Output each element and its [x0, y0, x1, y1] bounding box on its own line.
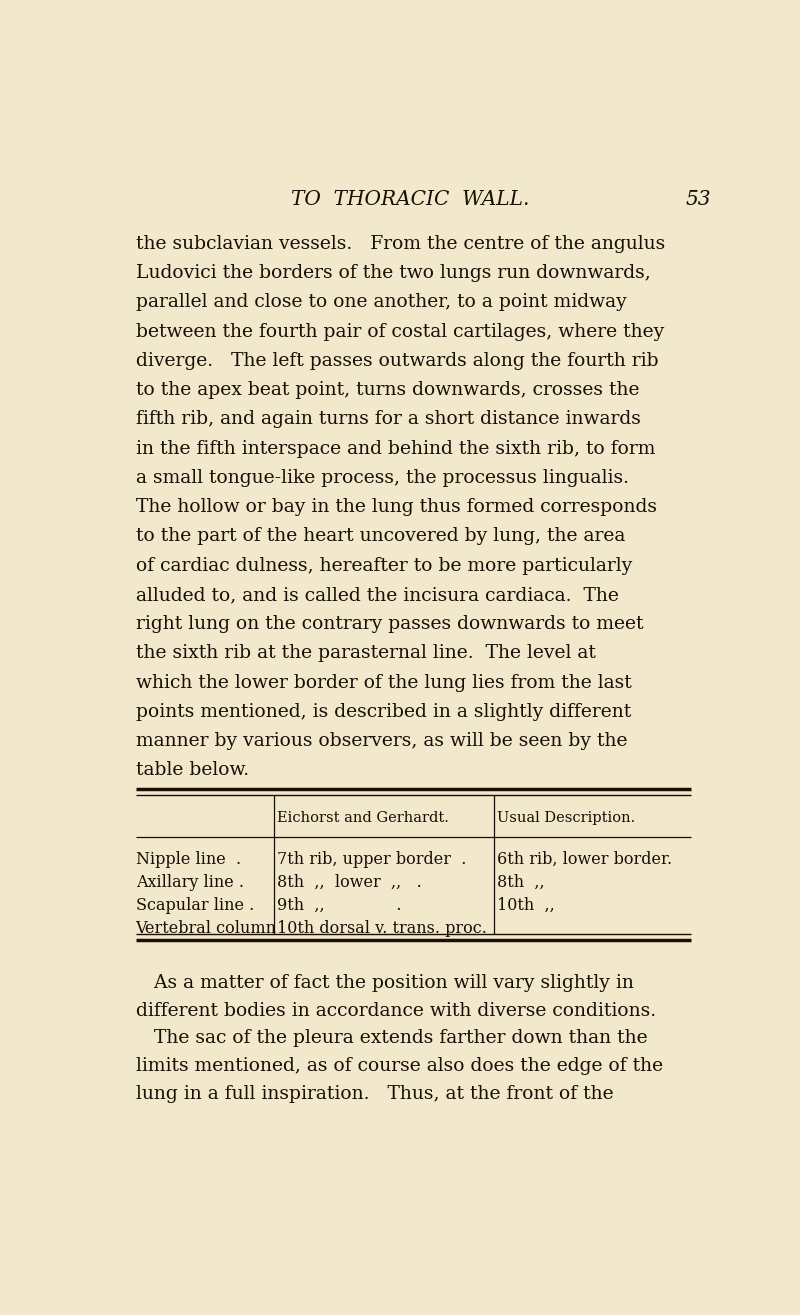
Text: limits mentioned, as of course also does the edge of the: limits mentioned, as of course also does…: [136, 1057, 662, 1076]
Text: lung in a full inspiration.   Thus, at the front of the: lung in a full inspiration. Thus, at the…: [136, 1085, 614, 1103]
Text: fifth rib, and again turns for a short distance inwards: fifth rib, and again turns for a short d…: [136, 410, 641, 429]
Text: 8th  ,,: 8th ,,: [497, 874, 545, 890]
Text: As a matter of fact the position will vary slightly in: As a matter of fact the position will va…: [136, 974, 634, 992]
Text: The hollow or bay in the lung thus formed corresponds: The hollow or bay in the lung thus forme…: [136, 498, 657, 517]
Text: alluded to, and is called the incisura cardiaca.  The: alluded to, and is called the incisura c…: [136, 586, 618, 604]
Text: Usual Description.: Usual Description.: [497, 811, 635, 825]
Text: in the fifth interspace and behind the sixth rib, to form: in the fifth interspace and behind the s…: [136, 439, 655, 458]
Text: Vertebral column: Vertebral column: [136, 920, 277, 938]
Text: manner by various observers, as will be seen by the: manner by various observers, as will be …: [136, 732, 627, 751]
Text: parallel and close to one another, to a point midway: parallel and close to one another, to a …: [136, 293, 626, 312]
Text: to the apex beat point, turns downwards, crosses the: to the apex beat point, turns downwards,…: [136, 381, 639, 398]
Text: 7th rib, upper border  .: 7th rib, upper border .: [278, 851, 467, 868]
Text: between the fourth pair of costal cartilages, where they: between the fourth pair of costal cartil…: [136, 322, 664, 341]
Text: 8th  ,,  lower  ,,   .: 8th ,, lower ,, .: [278, 874, 422, 890]
Text: 9th  ,,              .: 9th ,, .: [278, 897, 402, 914]
Text: diverge.   The left passes outwards along the fourth rib: diverge. The left passes outwards along …: [136, 352, 658, 370]
Text: 53: 53: [685, 191, 710, 209]
Text: Ludovici the borders of the two lungs run downwards,: Ludovici the borders of the two lungs ru…: [136, 264, 650, 281]
Text: Axillary line .: Axillary line .: [136, 874, 244, 890]
Text: 10th  ,,: 10th ,,: [497, 897, 554, 914]
Text: TO  THORACIC  WALL.: TO THORACIC WALL.: [291, 191, 529, 209]
Text: Nipple line  .: Nipple line .: [136, 851, 241, 868]
Text: the sixth rib at the parasternal line.  The level at: the sixth rib at the parasternal line. T…: [136, 644, 595, 663]
Text: right lung on the contrary passes downwards to meet: right lung on the contrary passes downwa…: [136, 615, 643, 634]
Text: Eichorst and Gerhardt.: Eichorst and Gerhardt.: [278, 811, 450, 825]
Text: The sac of the pleura extends farther down than the: The sac of the pleura extends farther do…: [136, 1030, 647, 1048]
Text: points mentioned, is described in a slightly different: points mentioned, is described in a slig…: [136, 704, 631, 721]
Text: the subclavian vessels.   From the centre of the angulus: the subclavian vessels. From the centre …: [136, 235, 665, 252]
Text: to the part of the heart uncovered by lung, the area: to the part of the heart uncovered by lu…: [136, 527, 625, 546]
Text: Scapular line .: Scapular line .: [136, 897, 254, 914]
Text: of cardiac dulness, hereafter to be more particularly: of cardiac dulness, hereafter to be more…: [136, 556, 632, 575]
Text: table below.: table below.: [136, 761, 249, 780]
Text: 10th dorsal v. trans. proc.: 10th dorsal v. trans. proc.: [278, 920, 487, 938]
Text: different bodies in accordance with diverse conditions.: different bodies in accordance with dive…: [136, 1002, 656, 1019]
Text: which the lower border of the lung lies from the last: which the lower border of the lung lies …: [136, 673, 631, 692]
Text: a small tongue-like process, the processus lingualis.: a small tongue-like process, the process…: [136, 469, 629, 487]
Text: 6th rib, lower border.: 6th rib, lower border.: [497, 851, 672, 868]
